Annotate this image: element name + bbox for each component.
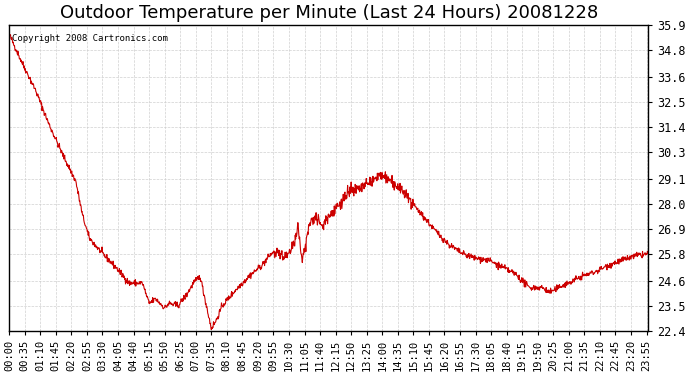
Title: Outdoor Temperature per Minute (Last 24 Hours) 20081228: Outdoor Temperature per Minute (Last 24 … xyxy=(59,4,598,22)
Text: Copyright 2008 Cartronics.com: Copyright 2008 Cartronics.com xyxy=(12,34,168,43)
